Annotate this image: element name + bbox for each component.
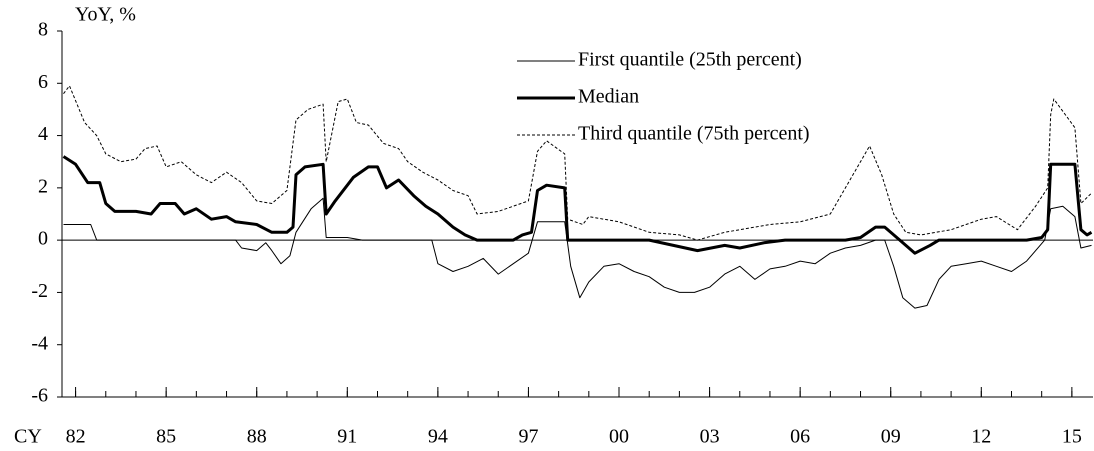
y-tick-label: 6 (38, 71, 48, 93)
legend-label: First quantile (25th percent) (578, 49, 802, 71)
x-tick-label: 12 (971, 426, 991, 448)
y-tick-label: 8 (38, 19, 48, 41)
x-tick-label: 85 (156, 426, 176, 448)
y-axis-label: YoY, % (75, 4, 136, 26)
series-line (63, 85, 1092, 241)
x-tick-label: 82 (66, 426, 86, 448)
x-tick-label: 91 (337, 426, 357, 448)
x-tick-label: 97 (518, 426, 538, 448)
y-tick-label: 2 (38, 175, 48, 197)
x-tick-label: 94 (428, 426, 448, 448)
series-line (63, 197, 1092, 309)
series-line (62, 155, 1093, 255)
x-tick-label: 06 (790, 426, 810, 448)
x-tick-label: 03 (700, 426, 720, 448)
x-tick-label: 15 (1062, 426, 1082, 448)
x-tick-label: 00 (609, 426, 629, 448)
y-tick-label: 4 (38, 123, 48, 145)
legend-label: Median (578, 86, 639, 108)
y-tick-label: 0 (38, 228, 48, 250)
y-tick-label: -2 (31, 280, 48, 302)
x-axis-label: CY (14, 426, 42, 448)
x-tick-label: 88 (247, 426, 267, 448)
legend-label: Third quantile (75th percent) (578, 123, 810, 145)
x-tick-label: 09 (881, 426, 901, 448)
y-tick-label: -4 (31, 332, 48, 354)
y-tick-label: -6 (31, 385, 48, 407)
